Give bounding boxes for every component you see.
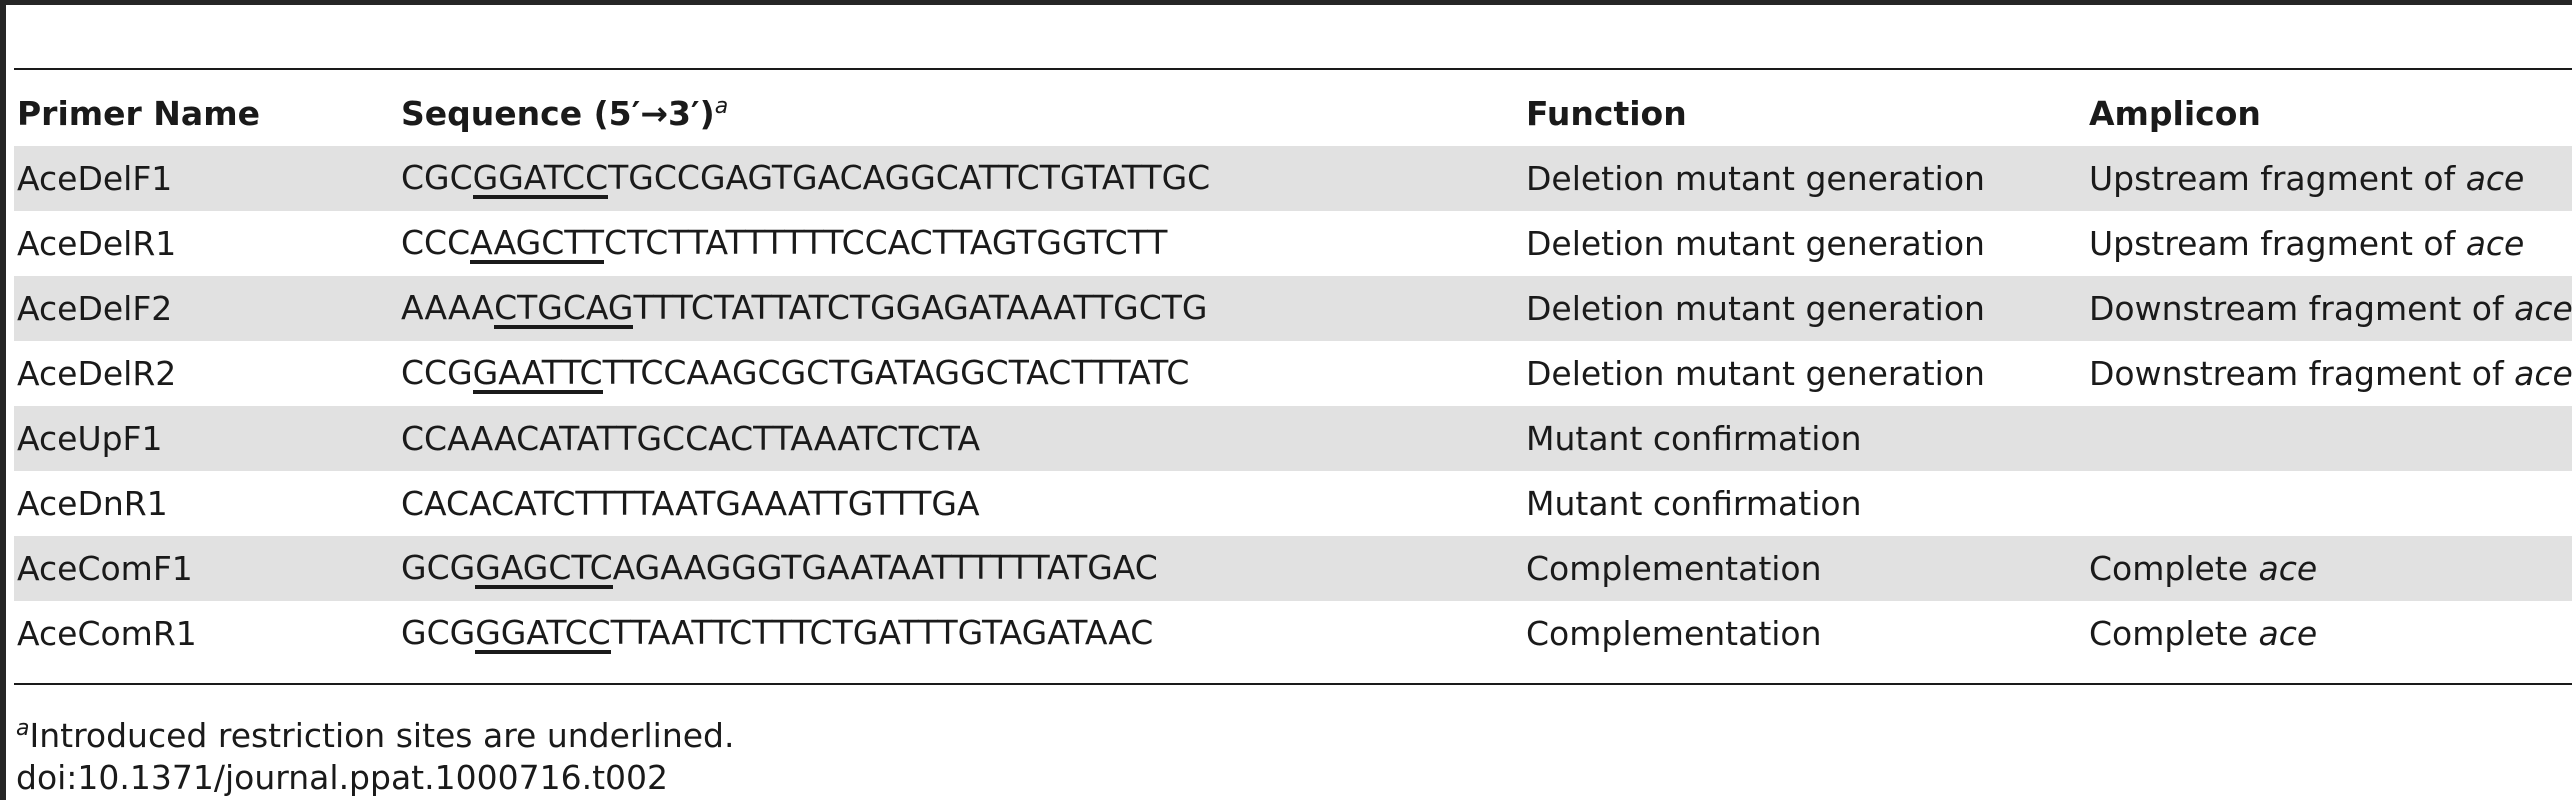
amplicon-cell (2086, 471, 2572, 536)
header-primer-name: Primer Name (17, 93, 260, 133)
header-sequence-footnote-marker: a (714, 93, 729, 119)
primer-name-cell: AceDnR1 (17, 484, 168, 523)
sequence-prefix: CACACATCTTTTAATGAAATTGTTTGA (401, 484, 980, 523)
function-cell: Mutant confirmation (1526, 484, 1862, 523)
restriction-site: GGATCC (475, 613, 611, 654)
header-sequence-label: Sequence (5′→3′) (401, 93, 715, 133)
function-cell: Mutant confirmation (1523, 406, 2086, 471)
restriction-site: GAGCTC (475, 548, 613, 589)
table-row: AceDelR2 CCGGAATTCTTCCAAGCGCTGATAGGCTACTT… (14, 341, 2572, 406)
sequence-prefix: AAAA (401, 288, 495, 327)
table-footnote: aIntroduced restriction sites are underl… (16, 716, 735, 755)
function-cell: Deletion mutant generation (1523, 276, 2086, 341)
table-row: AceDnR1 CACACATCTTTTAATGAAATTGTTTGA Mutant… (14, 471, 2572, 536)
primer-name-cell: AceComF1 (14, 536, 398, 601)
amplicon-gene: ace (2465, 224, 2525, 263)
sequence-prefix: GCG (401, 613, 476, 652)
function-cell: Complementation (1526, 614, 1822, 653)
amplicon-cell (2086, 406, 2572, 471)
table-row: AceDelF2 AAAACTGCAGTTTCTATTATCTGGAGATAAAT… (14, 276, 2572, 341)
restriction-site: GAATTC (472, 353, 603, 394)
amplicon-text: Downstream fragment of (2089, 289, 2515, 328)
sequence-cell: GCGGGATCCTTAATTCTTTCTGATTTGTAGATAAC (398, 601, 1523, 666)
amplicon-text: Complete (2089, 614, 2259, 653)
sequence-prefix: CCG (401, 353, 473, 392)
sequence-prefix: CCAAACATATTGCCACTTAAATCTCTA (401, 419, 981, 458)
header-sequence: Sequence (5′→3′)a (398, 80, 1523, 146)
sequence-cell: CCAAACATATTGCCACTTAAATCTCTA (398, 406, 1523, 471)
sequence-prefix: CCC (401, 223, 471, 262)
primer-name-cell: AceDelF2 (14, 276, 398, 341)
sequence-cell: CCGGAATTCTTCCAAGCGCTGATAGGCTACTTTATC (398, 341, 1523, 406)
amplicon-gene: ace (2258, 614, 2318, 653)
table-top-rule (14, 68, 2572, 70)
function-cell: Complementation (1523, 536, 2086, 601)
table-row: AceUpF1 CCAAACATATTGCCACTTAAATCTCTA Mutant… (14, 406, 2572, 471)
sequence-prefix: GCG (401, 548, 476, 587)
table-header-row: Primer Name Sequence (5′→3′)a Function A… (14, 80, 2572, 146)
primer-name-cell: AceUpF1 (14, 406, 398, 471)
header-amplicon: Amplicon (2089, 93, 2261, 133)
amplicon-gene: ace (2258, 549, 2318, 588)
primer-name-cell: AceDelF1 (14, 146, 398, 211)
amplicon-text: Upstream fragment of (2089, 159, 2466, 198)
sequence-cell: GCGGAGCTCAGAAGGGTGAATAATTTTTTATGAC (398, 536, 1523, 601)
amplicon-text: Downstream fragment of (2089, 354, 2515, 393)
sequence-suffix: TTTCTATTATCTGGAGATAAATTGCTG (633, 288, 1208, 327)
primer-name-cell: AceDelR1 (17, 224, 177, 263)
amplicon-cell: Upstream fragment of ace (2086, 146, 2572, 211)
amplicon-cell: Upstream fragment of ace (2086, 211, 2572, 276)
amplicon-gene: ace (2465, 159, 2525, 198)
sequence-suffix: CTCTTATTTTTTCCACTTAGTGGTCTT (603, 223, 1168, 262)
left-border (0, 0, 6, 800)
table-row: AceDelR1 CCCAAGCTTCTCTTATTTTTTCCACTTAGTGG… (14, 211, 2572, 276)
table-row: AceDelF1 CGCGGATCCTGCCGAGTGACAGGCATTCTGTA… (14, 146, 2572, 211)
amplicon-text: Upstream fragment of (2089, 224, 2466, 263)
table-bottom-rule (14, 683, 2572, 685)
primer-table: Primer Name Sequence (5′→3′)a Function A… (14, 80, 2572, 666)
sequence-suffix: TTCCAAGCGCTGATAGGCTACTTTATC (602, 353, 1190, 392)
restriction-site: GGATCC (472, 158, 609, 199)
amplicon-text: Complete (2089, 549, 2259, 588)
function-cell: Deletion mutant generation (1526, 354, 1985, 393)
sequence-cell: CGCGGATCCTGCCGAGTGACAGGCATTCTGTATTGC (398, 146, 1523, 211)
function-cell: Deletion mutant generation (1526, 224, 1985, 263)
amplicon-gene: ace (2514, 354, 2572, 393)
amplicon-cell: Downstream fragment of ace (2086, 276, 2572, 341)
amplicon-cell: Complete ace (2086, 536, 2572, 601)
sequence-cell: CACACATCTTTTAATGAAATTGTTTGA (398, 471, 1523, 536)
amplicon-cell: Downstream fragment of ace (2086, 341, 2572, 406)
restriction-site: CTGCAG (494, 288, 634, 329)
sequence-cell: AAAACTGCAGTTTCTATTATCTGGAGATAAATTGCTG (398, 276, 1523, 341)
footnote-text: Introduced restriction sites are underli… (29, 716, 735, 755)
sequence-prefix: CGC (401, 158, 473, 197)
amplicon-gene: ace (2514, 289, 2572, 328)
top-border (0, 0, 2572, 5)
sequence-cell: CCCAAGCTTCTCTTATTTTTTCCACTTAGTGGTCTT (398, 211, 1523, 276)
restriction-site: AAGCTT (470, 223, 604, 264)
doi-text: doi:10.1371/journal.ppat.1000716.t002 (16, 758, 668, 797)
primer-name-cell: AceComR1 (17, 614, 197, 653)
table-row: AceComR1 GCGGGATCCTTAATTCTTTCTGATTTGTAGAT… (14, 601, 2572, 666)
footnote-marker: a (16, 716, 30, 741)
function-cell: Deletion mutant generation (1523, 146, 2086, 211)
sequence-suffix: TTAATTCTTTCTGATTTGTAGATAAC (610, 613, 1154, 652)
sequence-suffix: TGCCGAGTGACAGGCATTCTGTATTGC (608, 158, 1211, 197)
sequence-suffix: AGAAGGGTGAATAATTTTTTATGAC (612, 548, 1158, 587)
table-row: AceComF1 GCGGAGCTCAGAAGGGTGAATAATTTTTTATG… (14, 536, 2572, 601)
header-function: Function (1526, 93, 1687, 133)
amplicon-cell: Complete ace (2086, 601, 2572, 666)
primer-name-cell: AceDelR2 (17, 354, 177, 393)
